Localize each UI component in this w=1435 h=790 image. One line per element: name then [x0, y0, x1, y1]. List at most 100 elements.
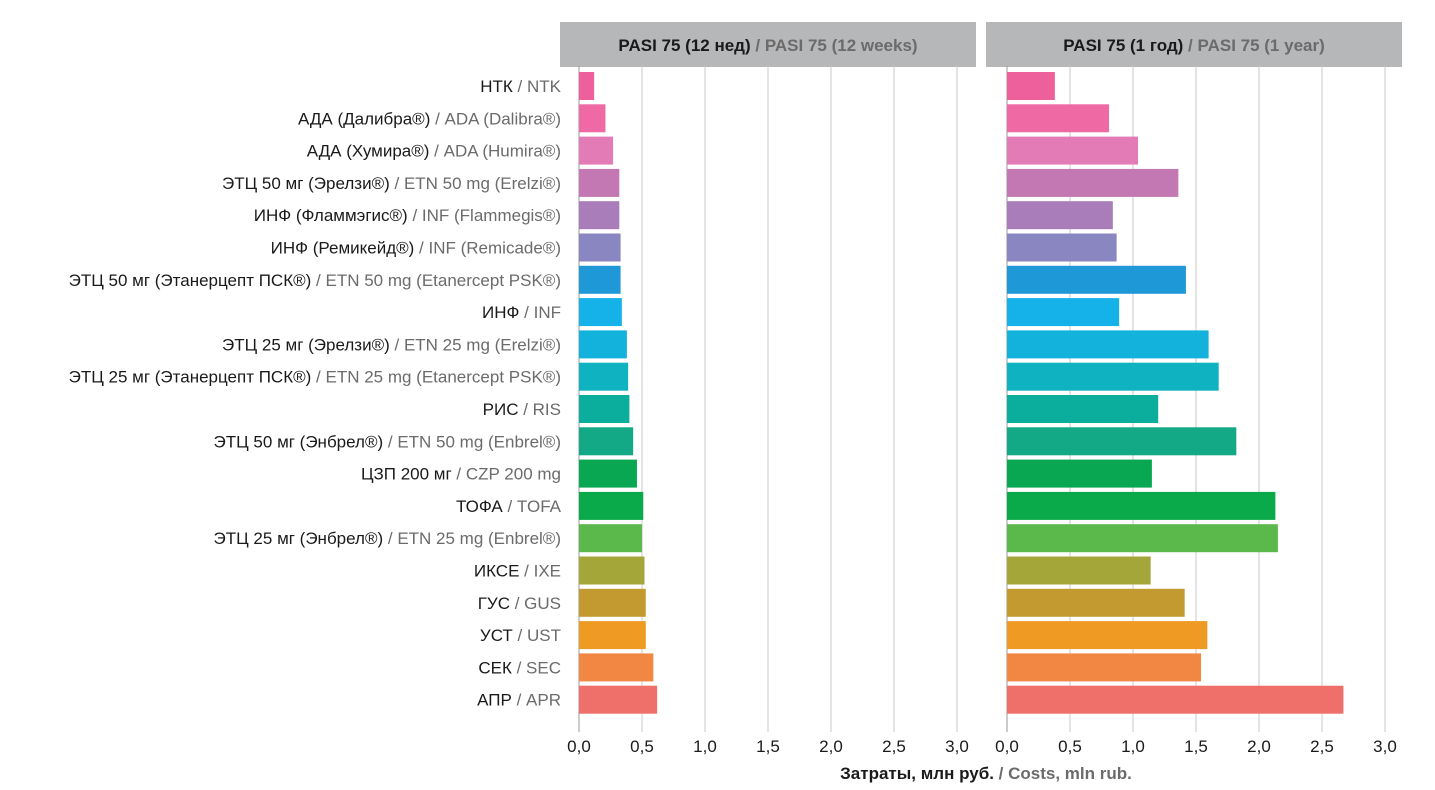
category-separator: /	[429, 142, 443, 161]
category-label-ru: ЭТЦ 50 мг (Этанерцепт ПСК®)	[69, 271, 312, 290]
category-label-ru: ЭТЦ 25 мг (Энбрел®)	[214, 529, 384, 548]
category-label: ГУС / GUS	[478, 594, 561, 613]
bar	[1007, 491, 1276, 520]
category-label-ru: ИКСЕ	[474, 562, 520, 581]
bar	[579, 524, 642, 553]
bar	[1007, 653, 1202, 682]
category-label: ЭТЦ 50 мг (Эрелзи®) / ETN 50 mg (Erelzi®…	[222, 174, 561, 193]
category-label-en: NTK	[527, 77, 562, 96]
category-separator: /	[503, 497, 517, 516]
category-label: ТОФА / TOFA	[456, 497, 562, 516]
category-separator: /	[414, 239, 428, 258]
bar	[579, 556, 645, 585]
x-tick-label: 1,5	[756, 737, 780, 756]
panel-header	[986, 22, 1402, 67]
panel-header	[560, 22, 976, 67]
category-label-ru: ИНФ	[482, 303, 519, 322]
category-label: АДА (Хумира®) / ADA (Humira®)	[307, 142, 561, 161]
x-tick-label: 2,5	[882, 737, 906, 756]
panel-title-ru: PASI 75 (1 год)	[1063, 36, 1183, 55]
x-tick-label: 0,5	[1058, 737, 1082, 756]
category-separator: /	[513, 626, 527, 645]
bar	[579, 330, 627, 359]
category-label: НТК / NTK	[480, 77, 561, 96]
x-tick-label: 0,0	[995, 737, 1019, 756]
category-separator: /	[510, 594, 524, 613]
bar	[1007, 136, 1139, 165]
bar	[1007, 265, 1186, 294]
x-axis-label: Затраты, млн руб. / Costs, mln rub.	[840, 764, 1132, 783]
x-tick-label: 1,0	[1121, 737, 1145, 756]
category-label: ИНФ (Ремикейд®) / INF (Remicade®)	[271, 239, 561, 258]
bar	[1007, 72, 1055, 100]
category-label-ru: ТОФА	[456, 497, 503, 516]
bar	[579, 427, 634, 456]
bar	[1007, 298, 1120, 327]
panel-title-en: PASI 75 (12 weeks)	[765, 36, 918, 55]
category-label-ru: СЕК	[478, 658, 512, 677]
category-label-ru: ИНФ (Фламмэгис®)	[254, 206, 408, 225]
x-tick-label: 3,0	[1373, 737, 1397, 756]
bar	[579, 136, 614, 165]
category-separator: /	[311, 368, 325, 387]
category-label-ru: АПР	[477, 691, 512, 710]
bar	[1007, 233, 1117, 262]
x-tick-label: 3,0	[945, 737, 969, 756]
bar	[579, 491, 644, 520]
bar	[579, 685, 658, 714]
category-label: ЭТЦ 50 мг (Этанерцепт ПСК®) / ETN 50 mg …	[69, 271, 561, 290]
category-separator: /	[513, 77, 527, 96]
x-tick-label: 0,0	[567, 737, 591, 756]
x-axis-label-separator: /	[994, 764, 1008, 783]
category-label-ru: ЭТЦ 50 мг (Эрелзи®)	[222, 174, 390, 193]
category-label-ru: ЭТЦ 25 мг (Этанерцепт ПСК®)	[69, 368, 312, 387]
bar	[1007, 201, 1113, 230]
category-label: ЭТЦ 50 мг (Энбрел®) / ETN 50 mg (Enbrel®…	[214, 432, 561, 451]
panel-title-en: PASI 75 (1 year)	[1198, 36, 1325, 55]
category-label-en: SEC	[526, 658, 561, 677]
category-separator: /	[512, 691, 526, 710]
category-separator: /	[408, 206, 422, 225]
category-label: ИКСЕ / IXE	[474, 562, 561, 581]
bar	[579, 395, 630, 423]
panel-title: PASI 75 (12 нед) / PASI 75 (12 weeks)	[618, 36, 917, 55]
category-separator: /	[512, 658, 526, 677]
bar	[579, 265, 621, 294]
category-label-en: CZP 200 mg	[466, 465, 561, 484]
category-separator: /	[519, 303, 533, 322]
category-separator: /	[383, 529, 397, 548]
category-labels: НТК / NTK АДА (Далибра®) / ADA (Dalibra®)…	[69, 77, 562, 710]
bar	[1007, 524, 1278, 553]
bar	[1007, 362, 1219, 391]
bar	[1007, 168, 1179, 197]
category-separator: /	[390, 335, 404, 354]
bar	[579, 298, 622, 327]
category-label-ru: ЭТЦ 25 мг (Эрелзи®)	[222, 335, 390, 354]
category-label-en: UST	[527, 626, 561, 645]
category-label-ru: АДА (Хумира®)	[307, 142, 430, 161]
bar	[579, 233, 621, 262]
category-label-ru: АДА (Далибра®)	[298, 109, 430, 128]
category-label-ru: НТК	[480, 77, 513, 96]
x-tick-label: 2,0	[1247, 737, 1271, 756]
bar	[579, 72, 595, 100]
category-separator: /	[518, 400, 532, 419]
panel-title-separator: /	[751, 36, 765, 55]
category-separator: /	[452, 465, 466, 484]
category-label: ЭТЦ 25 мг (Эрелзи®) / ETN 25 mg (Erelzi®…	[222, 335, 561, 354]
bar	[579, 104, 606, 133]
category-label-en: ETN 50 mg (Erelzi®)	[404, 174, 561, 193]
category-label: УСТ / UST	[480, 626, 561, 645]
bar	[579, 588, 646, 617]
bar	[1007, 395, 1159, 423]
category-label-en: ETN 25 mg (Enbrel®)	[397, 529, 561, 548]
category-label-en: ETN 25 mg (Etanercept PSK®)	[325, 368, 561, 387]
panel-title-separator: /	[1183, 36, 1197, 55]
panel-2: PASI 75 (1 год) / PASI 75 (1 year) 0,0 0,5…	[986, 22, 1402, 756]
category-label: ИНФ (Фламмэгис®) / INF (Flammegis®)	[254, 206, 561, 225]
category-label-en: APR	[526, 691, 561, 710]
category-label: ЦЗП 200 мг / CZP 200 mg	[361, 465, 561, 484]
bar	[1007, 685, 1344, 714]
panel-title-ru: PASI 75 (12 нед)	[618, 36, 750, 55]
